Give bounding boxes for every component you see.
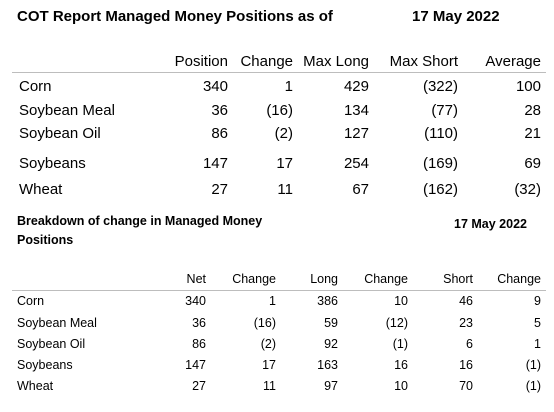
row-label: Soybean Oil (19, 125, 101, 142)
cell: (1) (392, 337, 408, 351)
cell: 67 (352, 181, 369, 198)
cell: 97 (324, 379, 338, 393)
cell: 1 (269, 294, 276, 308)
cell: 147 (185, 358, 206, 372)
cell: 340 (185, 294, 206, 308)
row-label: Wheat (19, 181, 63, 198)
cell: (12) (385, 316, 408, 330)
cell: 10 (394, 379, 408, 393)
cell: (110) (424, 125, 458, 142)
cell: 86 (211, 125, 228, 142)
cell: 1 (284, 78, 293, 95)
cell: 69 (524, 155, 541, 172)
report-date: 17 May 2022 (412, 8, 500, 25)
row-label: Soybean Meal (17, 316, 97, 330)
cell: (322) (422, 78, 458, 95)
cell: (16) (253, 316, 276, 330)
cell: 9 (534, 294, 541, 308)
cell: 27 (211, 181, 228, 198)
cell: (77) (431, 102, 458, 119)
column-header-long-change: Change (364, 272, 408, 286)
cell: 10 (394, 294, 408, 308)
cell: 127 (343, 125, 369, 142)
column-header-max-long: Max Long (303, 53, 369, 70)
cell: (162) (422, 181, 458, 198)
cell: 429 (343, 78, 369, 95)
row-label: Soybean Oil (17, 337, 86, 351)
report-date: 17 May 2022 (454, 217, 527, 231)
table-title-line2: Positions (17, 233, 74, 247)
cell: (1) (525, 358, 541, 372)
cell: 17 (262, 358, 276, 372)
cell: 16 (394, 358, 408, 372)
cell: 16 (459, 358, 473, 372)
cell: 36 (211, 102, 228, 119)
cell: (169) (422, 155, 458, 172)
column-header-average: Average (485, 53, 541, 70)
cell: 163 (317, 358, 338, 372)
row-label: Soybeans (19, 155, 86, 172)
cell: 36 (192, 316, 206, 330)
header-divider (12, 290, 546, 291)
header-divider (12, 72, 546, 73)
cell: 86 (192, 337, 206, 351)
cell: 147 (202, 155, 228, 172)
cell: (1) (525, 379, 541, 393)
cell: 6 (466, 337, 473, 351)
column-header-short-change: Change (497, 272, 541, 286)
row-label: Corn (17, 294, 45, 308)
cell: 59 (324, 316, 338, 330)
cell: 92 (324, 337, 338, 351)
column-header-long: Long (310, 272, 338, 286)
cell: 386 (317, 294, 338, 308)
cell: 23 (459, 316, 473, 330)
row-label: Soybean Meal (19, 102, 115, 119)
cell: (16) (266, 102, 293, 119)
cell: 27 (192, 379, 206, 393)
cell: 17 (276, 155, 293, 172)
column-header-net-change: Change (232, 272, 276, 286)
row-label: Wheat (17, 379, 54, 393)
column-header-max-short: Max Short (389, 53, 458, 70)
cell: 254 (343, 155, 369, 172)
column-header-short: Short (443, 272, 473, 286)
table-title-line1: Breakdown of change in Managed Money (17, 214, 263, 228)
cell: (2) (260, 337, 276, 351)
cell: (2) (274, 125, 293, 142)
table-title: COT Report Managed Money Positions as of (17, 8, 333, 25)
row-label: Soybeans (17, 358, 73, 372)
row-label: Corn (19, 78, 52, 95)
cell: 5 (534, 316, 541, 330)
cell: 21 (524, 125, 541, 142)
column-header-position: Position (174, 53, 228, 70)
cell: 11 (277, 181, 293, 198)
cell: 70 (459, 379, 473, 393)
cell: 1 (534, 337, 541, 351)
column-header-net: Net (186, 272, 206, 286)
cell: 100 (515, 78, 541, 95)
cell: 28 (524, 102, 541, 119)
cell: (32) (514, 181, 541, 198)
cell: 46 (459, 294, 473, 308)
cell: 340 (202, 78, 228, 95)
column-header-change: Change (240, 53, 293, 70)
cell: 134 (343, 102, 369, 119)
cell: 11 (263, 379, 276, 393)
